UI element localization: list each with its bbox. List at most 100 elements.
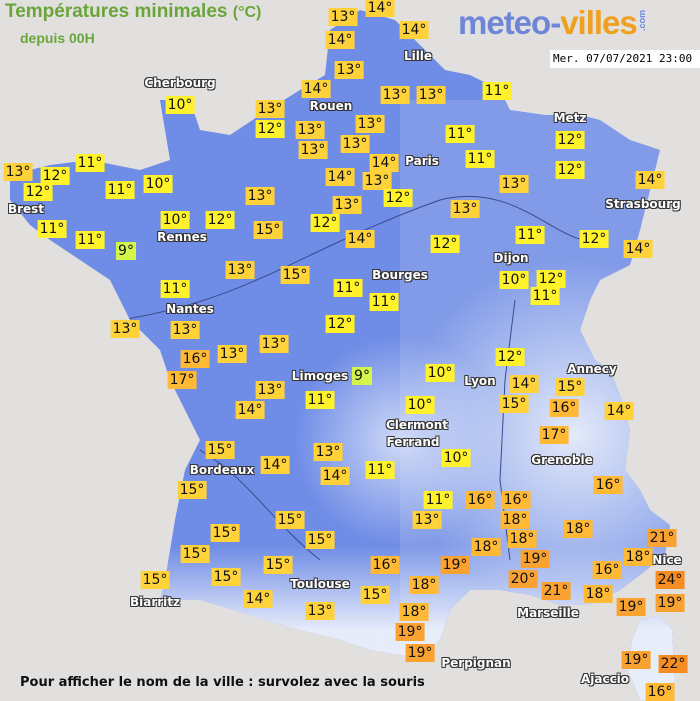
temperature-marker[interactable]: 13° bbox=[499, 175, 529, 193]
temperature-marker[interactable]: 11° bbox=[75, 154, 105, 172]
temperature-marker[interactable]: 20° bbox=[508, 570, 538, 588]
temperature-marker[interactable]: 13° bbox=[380, 86, 410, 104]
temperature-marker[interactable]: 10° bbox=[425, 364, 455, 382]
temperature-marker[interactable]: 13° bbox=[170, 321, 200, 339]
temperature-marker[interactable]: 14° bbox=[325, 31, 355, 49]
temperature-marker[interactable]: 18° bbox=[507, 530, 537, 548]
temperature-marker[interactable]: 15° bbox=[555, 378, 585, 396]
temperature-marker[interactable]: 13° bbox=[328, 8, 358, 26]
temperature-marker[interactable]: 10° bbox=[405, 396, 435, 414]
meteo-villes-logo[interactable]: meteo-villes.com bbox=[458, 4, 647, 42]
temperature-marker[interactable]: 14° bbox=[369, 154, 399, 172]
temperature-marker[interactable]: 14° bbox=[604, 402, 634, 420]
temperature-marker[interactable]: 21° bbox=[647, 529, 677, 547]
temperature-marker[interactable]: 18° bbox=[623, 548, 653, 566]
temperature-marker[interactable]: 18° bbox=[500, 511, 530, 529]
temperature-marker[interactable]: 14° bbox=[260, 456, 290, 474]
temperature-marker[interactable]: 11° bbox=[423, 491, 453, 509]
temperature-marker[interactable]: 13° bbox=[110, 320, 140, 338]
temperature-marker[interactable]: 15° bbox=[305, 531, 335, 549]
temperature-marker[interactable]: 11° bbox=[465, 150, 495, 168]
temperature-marker[interactable]: 13° bbox=[3, 163, 33, 181]
temperature-marker[interactable]: 13° bbox=[362, 172, 392, 190]
temperature-marker[interactable]: 10° bbox=[143, 175, 173, 193]
temperature-marker[interactable]: 10° bbox=[160, 211, 190, 229]
temperature-marker[interactable]: 15° bbox=[280, 266, 310, 284]
temperature-marker[interactable]: 13° bbox=[332, 196, 362, 214]
temperature-marker[interactable]: 10° bbox=[441, 449, 471, 467]
temperature-marker[interactable]: 21° bbox=[541, 582, 571, 600]
temperature-marker[interactable]: 19° bbox=[621, 651, 651, 669]
temperature-marker[interactable]: 14° bbox=[325, 168, 355, 186]
temperature-marker[interactable]: 12° bbox=[23, 183, 53, 201]
temperature-marker[interactable]: 16° bbox=[465, 491, 495, 509]
temperature-marker[interactable]: 13° bbox=[313, 443, 343, 461]
temperature-marker[interactable]: 18° bbox=[471, 538, 501, 556]
temperature-marker[interactable]: 18° bbox=[399, 603, 429, 621]
temperature-marker[interactable]: 17° bbox=[539, 426, 569, 444]
temperature-marker[interactable]: 16° bbox=[370, 556, 400, 574]
temperature-marker[interactable]: 13° bbox=[305, 602, 335, 620]
temperature-marker[interactable]: 12° bbox=[383, 189, 413, 207]
temperature-marker[interactable]: 22° bbox=[658, 655, 688, 673]
temperature-marker[interactable]: 19° bbox=[616, 598, 646, 616]
temperature-marker[interactable]: 19° bbox=[520, 550, 550, 568]
temperature-marker[interactable]: 18° bbox=[583, 585, 613, 603]
temperature-marker[interactable]: 11° bbox=[369, 293, 399, 311]
temperature-marker[interactable]: 13° bbox=[217, 345, 247, 363]
temperature-marker[interactable]: 19° bbox=[395, 623, 425, 641]
temperature-marker[interactable]: 12° bbox=[555, 131, 585, 149]
temperature-marker[interactable]: 10° bbox=[499, 271, 529, 289]
temperature-marker[interactable]: 15° bbox=[499, 395, 529, 413]
temperature-marker[interactable]: 15° bbox=[177, 481, 207, 499]
temperature-marker[interactable]: 13° bbox=[334, 61, 364, 79]
temperature-marker[interactable]: 13° bbox=[225, 261, 255, 279]
temperature-marker[interactable]: 18° bbox=[563, 520, 593, 538]
temperature-marker[interactable]: 10° bbox=[165, 96, 195, 114]
temperature-marker[interactable]: 11° bbox=[75, 231, 105, 249]
temperature-marker[interactable]: 9° bbox=[352, 367, 372, 385]
temperature-marker[interactable]: 16° bbox=[501, 491, 531, 509]
temperature-marker[interactable]: 13° bbox=[298, 141, 328, 159]
temperature-marker[interactable]: 19° bbox=[405, 644, 435, 662]
temperature-marker[interactable]: 16° bbox=[645, 683, 675, 701]
temperature-marker[interactable]: 11° bbox=[37, 220, 67, 238]
temperature-marker[interactable]: 14° bbox=[301, 80, 331, 98]
temperature-marker[interactable]: 11° bbox=[515, 226, 545, 244]
temperature-marker[interactable]: 16° bbox=[593, 476, 623, 494]
temperature-marker[interactable]: 13° bbox=[259, 335, 289, 353]
temperature-marker[interactable]: 24° bbox=[655, 571, 685, 589]
temperature-marker[interactable]: 13° bbox=[355, 115, 385, 133]
temperature-marker[interactable]: 15° bbox=[253, 221, 283, 239]
temperature-marker[interactable]: 9° bbox=[116, 242, 136, 260]
temperature-marker[interactable]: 14° bbox=[399, 21, 429, 39]
temperature-marker[interactable]: 15° bbox=[205, 441, 235, 459]
temperature-marker[interactable]: 14° bbox=[243, 590, 273, 608]
temperature-marker[interactable]: 12° bbox=[310, 214, 340, 232]
temperature-marker[interactable]: 14° bbox=[345, 230, 375, 248]
temperature-marker[interactable]: 12° bbox=[205, 211, 235, 229]
temperature-marker[interactable]: 11° bbox=[445, 125, 475, 143]
temperature-marker[interactable]: 15° bbox=[275, 511, 305, 529]
temperature-marker[interactable]: 15° bbox=[360, 586, 390, 604]
temperature-marker[interactable]: 16° bbox=[592, 561, 622, 579]
temperature-marker[interactable]: 11° bbox=[365, 461, 395, 479]
temperature-marker[interactable]: 16° bbox=[180, 350, 210, 368]
temperature-marker[interactable]: 12° bbox=[536, 270, 566, 288]
temperature-marker[interactable]: 14° bbox=[320, 467, 350, 485]
temperature-marker[interactable]: 11° bbox=[530, 287, 560, 305]
temperature-marker[interactable]: 16° bbox=[549, 399, 579, 417]
temperature-marker[interactable]: 12° bbox=[430, 235, 460, 253]
temperature-marker[interactable]: 12° bbox=[325, 315, 355, 333]
temperature-marker[interactable]: 15° bbox=[210, 524, 240, 542]
temperature-marker[interactable]: 13° bbox=[295, 121, 325, 139]
temperature-marker[interactable]: 14° bbox=[623, 240, 653, 258]
temperature-marker[interactable]: 14° bbox=[365, 0, 395, 17]
temperature-marker[interactable]: 15° bbox=[263, 556, 293, 574]
temperature-marker[interactable]: 13° bbox=[416, 86, 446, 104]
temperature-marker[interactable]: 13° bbox=[245, 187, 275, 205]
temperature-marker[interactable]: 17° bbox=[167, 371, 197, 389]
temperature-marker[interactable]: 13° bbox=[412, 511, 442, 529]
temperature-marker[interactable]: 11° bbox=[482, 82, 512, 100]
temperature-marker[interactable]: 12° bbox=[495, 348, 525, 366]
